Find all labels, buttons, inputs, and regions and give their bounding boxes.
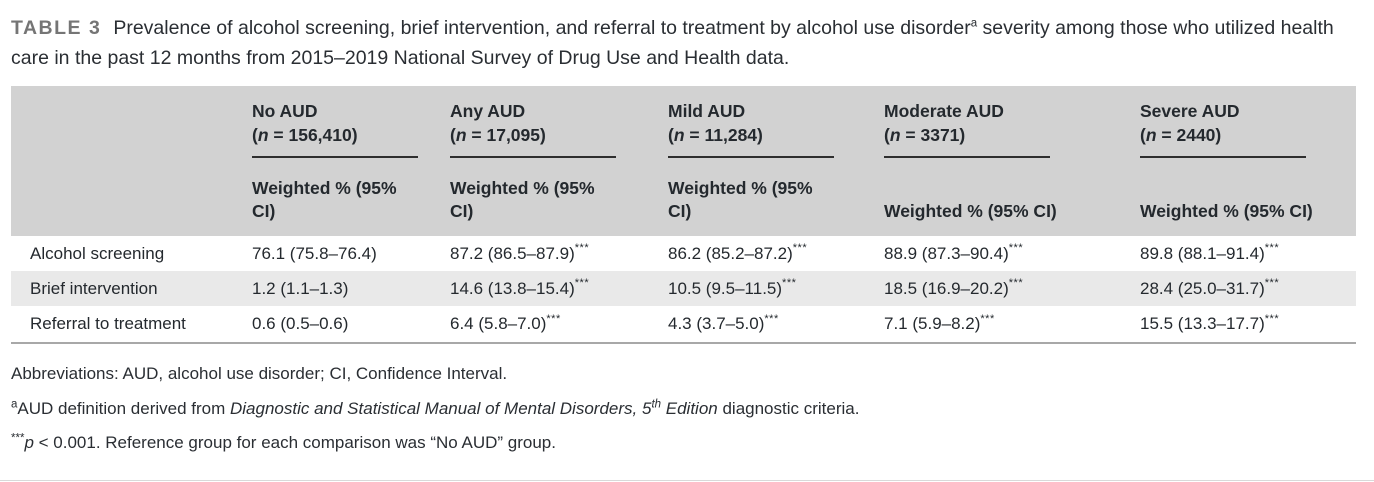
table-cell: 6.4 (5.8–7.0)*** <box>450 312 561 334</box>
table-cell: 14.6 (13.8–15.4)*** <box>450 277 590 298</box>
table-cell: 28.4 (25.0–31.7)*** <box>1140 277 1280 298</box>
table-cell: 87.2 (86.5–87.9)*** <box>450 242 590 263</box>
column-subheader: Weighted % (95% CI) <box>668 178 813 222</box>
column-sample-size: (n = 17,095) <box>450 125 546 146</box>
header-underline <box>884 156 1050 159</box>
table-caption: TABLE 3 Prevalence of alcohol screening, … <box>11 14 1362 73</box>
table-cell: 88.9 (87.3–90.4)*** <box>884 242 1024 263</box>
column-sample-size: (n = 2440) <box>1140 125 1222 146</box>
column-sample-size: (n = 11,284) <box>668 125 763 146</box>
footnote-aud-definition: aAUD definition derived from Diagnostic … <box>11 397 860 418</box>
row-label: Brief intervention <box>30 278 158 298</box>
column-group-name: Mild AUD <box>668 101 746 122</box>
header-cell-no-aud: No AUD (n = 156,410) Weighted % (95% CI) <box>233 86 431 236</box>
column-sample-size: (n = 3371) <box>884 125 966 146</box>
caption-text: Prevalence of alcohol screening, brief i… <box>113 17 971 39</box>
column-group-name: Any AUD <box>450 101 526 122</box>
header-cell-moderate-aud: Moderate AUD (n = 3371) Weighted % (95% … <box>865 86 1121 236</box>
header-underline <box>252 156 418 159</box>
table-header-row: No AUD (n = 156,410) Weighted % (95% CI)… <box>11 86 1356 237</box>
table-cell: 86.2 (85.2–87.2)*** <box>668 242 808 263</box>
row-label: Alcohol screening <box>30 243 165 263</box>
column-sample-size: (n = 156,410) <box>252 125 358 146</box>
table-cell: 89.8 (88.1–91.4)*** <box>1140 242 1280 263</box>
column-subheader: Weighted % (95% CI) <box>252 178 397 222</box>
table-cell: 10.5 (9.5–11.5)*** <box>668 277 797 298</box>
header-underline <box>450 156 616 159</box>
column-subheader: Weighted % (95% CI) <box>884 201 1057 222</box>
bottom-rule <box>0 480 1374 481</box>
header-cell-mild-aud: Mild AUD (n = 11,284) Weighted % (95% CI… <box>649 86 865 236</box>
table-row-brief-intervention: Brief intervention 1.2 (1.1–1.3) 14.6 (1… <box>11 271 1356 307</box>
column-group-name: Moderate AUD <box>884 101 1004 122</box>
table-cell: 76.1 (75.8–76.4) <box>252 243 377 263</box>
table-cell: 0.6 (0.5–0.6) <box>252 314 349 334</box>
paper-table-page: TABLE 3 Prevalence of alcohol screening, … <box>0 14 1374 482</box>
column-subheader: Weighted % (95% CI) <box>1140 201 1313 222</box>
column-group-name: Severe AUD <box>1140 101 1240 122</box>
caption-superscript-a: a <box>970 17 978 30</box>
table-row-alcohol-screening: Alcohol screening 76.1 (75.8–76.4) 87.2 … <box>11 236 1356 271</box>
table-cell: 7.1 (5.9–8.2)*** <box>884 312 995 334</box>
column-subheader: Weighted % (95% CI) <box>450 178 595 222</box>
data-table: No AUD (n = 156,410) Weighted % (95% CI)… <box>11 86 1356 345</box>
footnotes: Abbreviations: AUD, alcohol use disorder… <box>11 363 1362 453</box>
table-cell: 1.2 (1.1–1.3) <box>252 278 349 298</box>
table-cell: 15.5 (13.3–17.7)*** <box>1140 312 1280 334</box>
table-number-label: TABLE 3 <box>11 17 102 39</box>
table-cell: 4.3 (3.7–5.0)*** <box>668 312 779 334</box>
header-cell-rowlabels <box>11 86 233 236</box>
table-row-referral-to-treatment: Referral to treatment 0.6 (0.5–0.6) 6.4 … <box>11 306 1356 345</box>
caption-text-continued: severity among those who utilized health… <box>11 17 1334 69</box>
footnote-significance: ***p < 0.001. Reference group for each c… <box>11 432 556 452</box>
header-cell-any-aud: Any AUD (n = 17,095) Weighted % (95% CI) <box>431 86 649 236</box>
header-underline <box>668 156 834 159</box>
header-underline <box>1140 156 1306 159</box>
row-label: Referral to treatment <box>30 314 186 334</box>
column-group-name: No AUD <box>252 101 318 122</box>
header-cell-severe-aud: Severe AUD (n = 2440) Weighted % (95% CI… <box>1121 86 1356 236</box>
footnote-abbreviations: Abbreviations: AUD, alcohol use disorder… <box>11 364 508 384</box>
table-cell: 18.5 (16.9–20.2)*** <box>884 277 1024 298</box>
